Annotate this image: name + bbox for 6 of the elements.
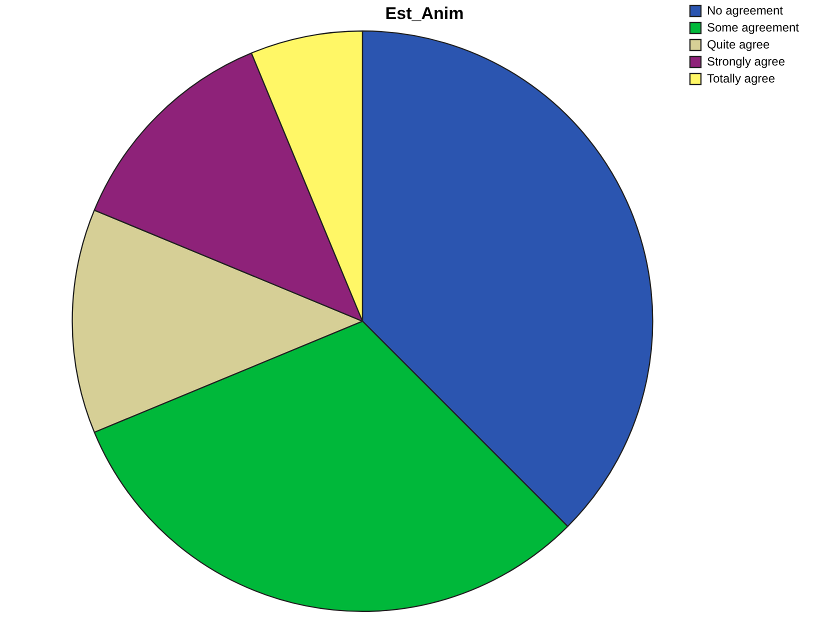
legend-label: No agreement <box>706 3 784 18</box>
legend-label: Some agreement <box>706 20 800 34</box>
chart-title: Est_Anim <box>385 4 464 23</box>
legend-label: Strongly agree <box>706 54 786 68</box>
legend-label: Quite agree <box>706 37 770 52</box>
legend-label: Totally agree <box>706 71 776 86</box>
